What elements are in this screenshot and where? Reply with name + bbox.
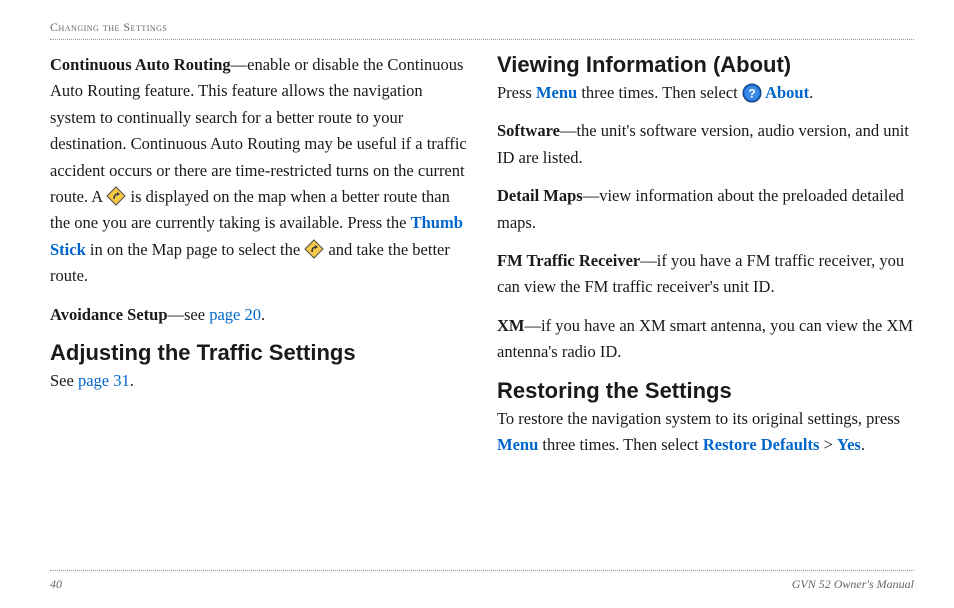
- avoidance-setup-paragraph: Avoidance Setup—see page 20.: [50, 302, 467, 328]
- page-footer: 40 GVN 52 Owner's Manual: [50, 570, 914, 592]
- text-r8: To restore the navigation system to its …: [497, 409, 900, 428]
- page-20-link[interactable]: page 20: [209, 305, 261, 324]
- left-column: Continuous Auto Routing—enable or disabl…: [50, 52, 467, 470]
- term-detail-maps: Detail Maps: [497, 186, 583, 205]
- better-route-icon-2: [304, 239, 324, 259]
- heading-viewing-about: Viewing Information (About): [497, 52, 914, 78]
- about-instructions-paragraph: Press Menu three times. Then select ? Ab…: [497, 80, 914, 106]
- content-columns: Continuous Auto Routing—enable or disabl…: [50, 52, 914, 470]
- text-r9: three times. Then select: [538, 435, 703, 454]
- better-route-icon: [106, 186, 126, 206]
- text-1: —enable or disable the Continuous Auto R…: [50, 55, 467, 206]
- text-r3: .: [809, 83, 813, 102]
- text-7: See: [50, 371, 78, 390]
- xm-paragraph: XM—if you have an XM smart antenna, you …: [497, 313, 914, 366]
- heading-adjusting-traffic: Adjusting the Traffic Settings: [50, 340, 467, 366]
- page-header: Changing the Settings: [50, 20, 914, 40]
- term-avoidance-setup: Avoidance Setup: [50, 305, 168, 324]
- text-8: .: [130, 371, 134, 390]
- right-column: Viewing Information (About) Press Menu t…: [497, 52, 914, 470]
- header-text: Changing the Settings: [50, 20, 167, 34]
- see-page-31-paragraph: See page 31.: [50, 368, 467, 394]
- text-3: in on the Map page to select the: [86, 240, 305, 259]
- continuous-auto-routing-paragraph: Continuous Auto Routing—enable or disabl…: [50, 52, 467, 290]
- term-continuous-auto-routing: Continuous Auto Routing: [50, 55, 231, 74]
- detail-maps-paragraph: Detail Maps—view information about the p…: [497, 183, 914, 236]
- yes-link[interactable]: Yes: [837, 435, 861, 454]
- text-r1: Press: [497, 83, 536, 102]
- question-icon: ?: [742, 83, 762, 103]
- menu-link-1[interactable]: Menu: [536, 83, 577, 102]
- fm-traffic-paragraph: FM Traffic Receiver—if you have a FM tra…: [497, 248, 914, 301]
- restore-paragraph: To restore the navigation system to its …: [497, 406, 914, 459]
- software-paragraph: Software—the unit's software version, au…: [497, 118, 914, 171]
- text-6: .: [261, 305, 265, 324]
- about-link[interactable]: About: [762, 83, 809, 102]
- svg-text:?: ?: [748, 87, 755, 101]
- term-software: Software: [497, 121, 560, 140]
- text-r11: .: [861, 435, 865, 454]
- text-r7: —if you have an XM smart antenna, you ca…: [497, 316, 913, 361]
- page-number: 40: [50, 577, 62, 592]
- heading-restoring: Restoring the Settings: [497, 378, 914, 404]
- menu-link-2[interactable]: Menu: [497, 435, 538, 454]
- term-fm-traffic: FM Traffic Receiver: [497, 251, 640, 270]
- term-xm: XM: [497, 316, 525, 335]
- text-5: —see: [168, 305, 210, 324]
- restore-defaults-link[interactable]: Restore Defaults: [703, 435, 820, 454]
- page-31-link[interactable]: page 31: [78, 371, 130, 390]
- manual-title: GVN 52 Owner's Manual: [792, 577, 914, 592]
- text-r2: three times. Then select: [577, 83, 742, 102]
- text-r10: >: [819, 435, 837, 454]
